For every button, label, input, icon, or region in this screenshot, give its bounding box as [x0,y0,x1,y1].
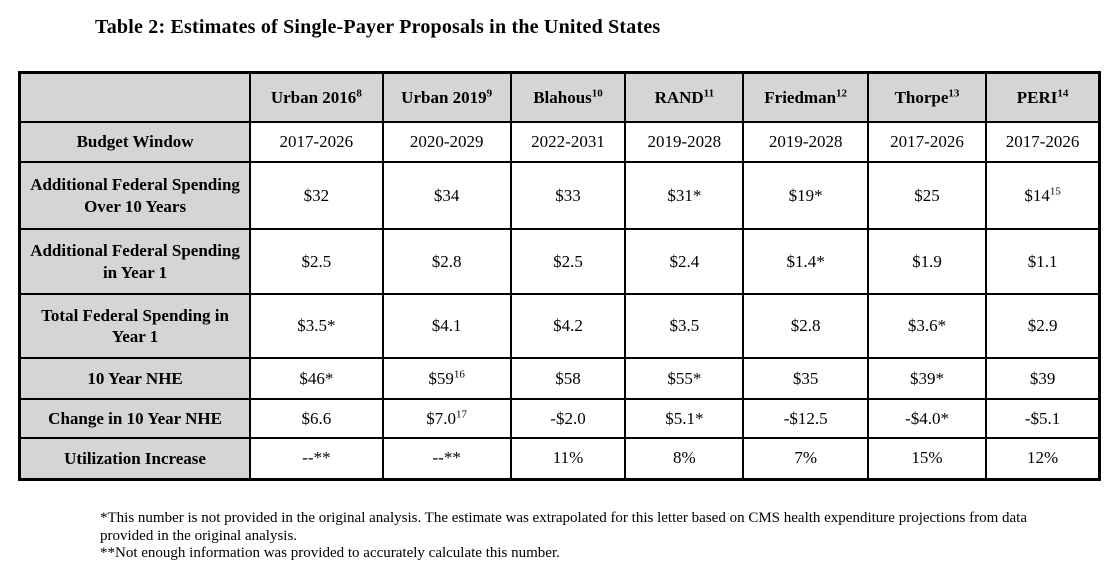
data-cell: 12% [985,437,1101,480]
superscript-note-ref: 14 [1057,86,1069,99]
data-cell: $32 [249,161,384,230]
table-row-10-year-nhe: 10 Year NHE $46* $5916 $58 $55* $35 $39* $39 [18,357,1101,400]
data-cell: 2019-2028 [742,121,869,163]
data-cell: $7.017 [381,398,512,439]
data-cell: 11% [509,437,627,480]
data-cell: $2.8 [742,293,869,359]
data-cell: 2017-2026 [249,121,384,163]
superscript-note-ref: 11 [703,86,715,99]
table-title: Table 2: Estimates of Single-Payer Propo… [95,16,661,38]
data-cell: $25 [866,161,988,230]
column-header-peri: PERI14 [985,71,1101,123]
data-cell: $3.5 [624,293,745,359]
row-label: Total Federal Spending in Year 1 [18,293,252,359]
data-cell: --** [381,437,512,480]
data-cell: $1.4* [742,228,869,295]
data-cell: $2.4 [624,228,745,295]
data-cell: $2.5 [509,228,627,295]
superscript-note-ref: 9 [486,86,493,99]
data-cell: $3.5* [249,293,384,359]
data-cell: $5.1* [624,398,745,439]
superscript-note-ref: 12 [836,86,848,99]
data-cell: $2.5 [249,228,384,295]
superscript-note-ref: 13 [948,86,960,99]
data-cell: $4.2 [509,293,627,359]
data-cell: $19* [742,161,869,230]
column-header-urban-2016: Urban 20168 [249,71,384,123]
data-cell: $46* [249,357,384,400]
corner-cell [18,71,252,123]
row-label: Additional Federal Spending in Year 1 [18,228,252,295]
data-cell: -$12.5 [742,398,869,439]
data-cell: $2.9 [985,293,1101,359]
data-cell: 2019-2028 [624,121,745,163]
column-header-friedman: Friedman12 [742,71,869,123]
data-cell: 2020-2029 [381,121,512,163]
superscript-note-ref: 17 [456,407,468,420]
data-cell: 2022-2031 [509,121,627,163]
data-cell: $6.6 [249,398,384,439]
table-row-additional-federal-spending-in-year-1: Additional Federal Spending in Year 1 $2.… [18,228,1101,295]
estimates-table: Urban 20168 Urban 20199 Blahous10 RAND11 Fri… [18,71,1101,481]
superscript-note-ref: 10 [591,86,603,99]
data-cell: $2.8 [381,228,512,295]
table-body: Budget Window 2017-2026 2020-2029 2022-2031… [18,121,1101,480]
footnote-1: *This number is not provided in the orig… [100,510,1027,544]
data-cell: -$5.1 [985,398,1101,439]
data-cell: $3.6* [866,293,988,359]
footnotes: *This number is not provided in the orig… [100,510,1045,563]
superscript-note-ref: 8 [356,86,362,99]
data-cell: 8% [624,437,745,480]
table-row-budget-window: Budget Window 2017-2026 2020-2029 2022-2031… [18,121,1101,163]
data-cell: --** [249,437,384,480]
column-header-blahous: Blahous10 [509,71,627,123]
data-cell: $34 [381,161,512,230]
data-cell: $39* [866,357,988,400]
column-header-thorpe: Thorpe13 [866,71,988,123]
data-cell: $58 [509,357,627,400]
data-cell: $33 [509,161,627,230]
row-label: Change in 10 Year NHE [18,398,252,439]
data-cell: $4.1 [381,293,512,359]
table-head: Urban 20168 Urban 20199 Blahous10 RAND11 Fri… [18,71,1101,123]
data-cell: $5916 [381,357,512,400]
table-row-utilization-increase: Utilization Increase --** --** 11% 8% 7% 15% 12… [18,437,1101,480]
data-cell: -$2.0 [509,398,627,439]
table-row-additional-federal-spending-over-10-years: Additional Federal Spending Over 10 Year… [18,161,1101,230]
data-cell: $39 [985,357,1101,400]
data-cell: 7% [742,437,869,480]
data-cell: $1.9 [866,228,988,295]
data-cell: $1415 [985,161,1101,230]
data-cell: $31* [624,161,745,230]
data-cell: 2017-2026 [866,121,988,163]
data-cell: 2017-2026 [985,121,1101,163]
row-label: Utilization Increase [18,437,252,480]
superscript-note-ref: 15 [1049,184,1061,197]
column-header-urban-2019: Urban 20199 [381,71,512,123]
data-cell: 15% [866,437,988,480]
table-row-change-in-10-year-nhe: Change in 10 Year NHE $6.6 $7.017 -$2.0 $5.1… [18,398,1101,439]
table-row-total-federal-spending-in-year-1: Total Federal Spending in Year 1 $3.5* $4.… [18,293,1101,359]
data-cell: $1.1 [985,228,1101,295]
data-cell: $55* [624,357,745,400]
header-row: Urban 20168 Urban 20199 Blahous10 RAND11 Fri… [18,71,1101,123]
column-header-rand: RAND11 [624,71,745,123]
footnote-2: **Not enough information was provided to… [100,545,560,561]
data-cell: $35 [742,357,869,400]
row-label: Additional Federal Spending Over 10 Year… [18,161,252,230]
data-cell: -$4.0* [866,398,988,439]
superscript-note-ref: 16 [453,367,465,380]
row-label: 10 Year NHE [18,357,252,400]
row-label: Budget Window [18,121,252,163]
